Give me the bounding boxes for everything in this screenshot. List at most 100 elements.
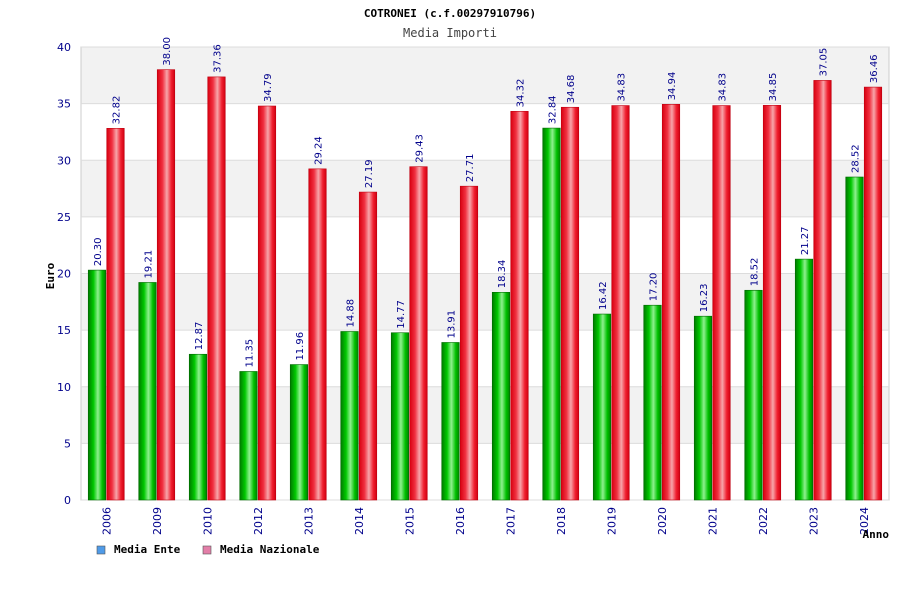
bar-media-ente-2022 [744, 289, 763, 501]
value-label-media-ente-2006: 20.30 [93, 237, 104, 266]
legend-swatch-media-nazionale [202, 545, 212, 555]
value-label-media-nazionale-2024: 36.46 [869, 54, 880, 83]
x-tick-label-2010: 2010 [201, 507, 214, 535]
value-label-media-ente-2020: 17.20 [649, 273, 660, 302]
x-axis-label: Anno [863, 528, 890, 541]
chart-subtitle: Media Importi [403, 26, 497, 40]
value-label-media-ente-2017: 18.34 [497, 260, 508, 289]
bar-media-ente-2020 [643, 304, 662, 501]
value-label-media-ente-2014: 14.88 [346, 299, 357, 328]
bar-media-ente-2012 [239, 371, 258, 501]
value-label-media-ente-2021: 16.23 [699, 284, 710, 313]
value-label-media-ente-2009: 19.21 [144, 250, 155, 279]
value-label-media-nazionale-2012: 34.79 [263, 73, 274, 102]
value-label-media-ente-2024: 28.52 [851, 144, 862, 173]
y-tick-label: 30 [57, 154, 71, 167]
bar-media-nazionale-2006 [106, 128, 125, 501]
y-axis-label: Euro [44, 262, 57, 289]
y-tick-label: 40 [57, 41, 71, 54]
value-label-media-ente-2023: 21.27 [800, 226, 811, 255]
x-axis-ticks: 2006 2009 2010 2012 2013 2014 2015 2016 2017 2018… [100, 507, 871, 535]
bar-media-ente-2009 [138, 282, 157, 501]
x-tick-label-2018: 2018 [555, 507, 568, 535]
value-label-media-nazionale-2016: 27.71 [465, 154, 476, 183]
x-tick-label-2020: 2020 [656, 507, 669, 535]
value-label-media-nazionale-2019: 34.83 [617, 73, 628, 102]
bar-media-ente-2014 [340, 331, 359, 501]
y-tick-label: 25 [57, 211, 71, 224]
value-label-media-ente-2010: 12.87 [194, 322, 205, 351]
bar-media-ente-2006 [87, 269, 107, 501]
x-tick-label-2015: 2015 [403, 507, 416, 535]
bars [87, 69, 883, 501]
x-tick-label-2019: 2019 [605, 507, 618, 535]
y-tick-label: 0 [64, 494, 71, 507]
x-tick-label-2013: 2013 [302, 507, 315, 535]
bar-media-ente-2019 [592, 313, 612, 501]
legend-label-media-ente: Media Ente [114, 543, 181, 556]
y-tick-label: 15 [57, 324, 71, 337]
chart-title: COTRONEI (c.f.00297910796) [364, 7, 536, 20]
bar-media-nazionale-2024 [863, 86, 883, 501]
x-tick-label-2016: 2016 [454, 507, 467, 535]
y-axis-ticks: 0 5 10 15 20 25 30 35 40 [57, 41, 71, 507]
value-label-media-ente-2018: 32.84 [548, 95, 559, 124]
value-label-media-ente-2022: 18.52 [750, 258, 761, 287]
bar-media-nazionale-2009 [156, 69, 176, 501]
x-tick-label-2009: 2009 [151, 507, 164, 535]
y-tick-label: 10 [57, 381, 71, 394]
bar-media-nazionale-2017 [510, 111, 529, 501]
bar-media-nazionale-2012 [257, 105, 277, 501]
value-label-media-nazionale-2021: 34.83 [718, 73, 729, 102]
bar-media-nazionale-2023 [813, 80, 832, 501]
x-tick-label-2014: 2014 [353, 507, 366, 535]
x-tick-label-2012: 2012 [252, 507, 265, 535]
value-label-media-nazionale-2018: 34.68 [566, 75, 577, 104]
value-label-media-nazionale-2006: 32.82 [112, 96, 123, 125]
value-label-media-nazionale-2009: 38.00 [162, 37, 173, 66]
bar-media-nazionale-2019 [611, 105, 630, 501]
x-tick-label-2023: 2023 [807, 507, 820, 535]
bar-media-nazionale-2020 [661, 104, 681, 501]
bar-media-ente-2021 [693, 315, 713, 501]
bar-media-nazionale-2015 [409, 166, 428, 501]
value-label-media-ente-2016: 13.91 [447, 310, 458, 339]
bar-media-ente-2018 [542, 127, 561, 501]
value-label-media-nazionale-2014: 27.19 [364, 159, 375, 188]
value-label-media-ente-2012: 11.35 [245, 339, 256, 368]
value-label-media-nazionale-2017: 34.32 [516, 79, 527, 108]
value-label-media-nazionale-2013: 29.24 [314, 136, 325, 165]
value-label-media-ente-2015: 14.77 [396, 300, 407, 329]
value-label-media-ente-2013: 11.96 [295, 332, 306, 361]
y-tick-label: 5 [64, 437, 71, 450]
x-tick-label-2021: 2021 [706, 507, 719, 535]
value-label-media-nazionale-2020: 34.94 [667, 72, 678, 101]
bar-media-ente-2017 [491, 291, 511, 501]
bar-media-ente-2023 [794, 258, 814, 501]
bar-media-nazionale-2014 [358, 191, 378, 501]
bar-media-ente-2015 [390, 332, 410, 501]
value-label-media-nazionale-2023: 37.05 [819, 48, 830, 77]
bar-media-nazionale-2013 [308, 168, 327, 501]
bar-media-ente-2010 [188, 353, 208, 501]
value-label-media-nazionale-2010: 37.36 [213, 44, 224, 73]
x-tick-label-2022: 2022 [757, 507, 770, 535]
bar-media-nazionale-2016 [459, 185, 479, 501]
legend-label-media-nazionale: Media Nazionale [220, 543, 320, 556]
value-label-media-ente-2019: 16.42 [598, 281, 609, 310]
bar-media-nazionale-2021 [712, 105, 731, 501]
value-labels: 20.30 32.82 19.21 38.00 12.87 37.36 11.35 34.79… [93, 37, 880, 367]
bar-media-nazionale-2022 [762, 105, 782, 501]
x-tick-label-2017: 2017 [504, 507, 517, 535]
bar-media-nazionale-2010 [207, 76, 226, 501]
bar-media-ente-2024 [845, 176, 864, 501]
value-label-media-nazionale-2022: 34.85 [768, 73, 779, 102]
x-tick-label-2006: 2006 [100, 507, 113, 535]
y-tick-label: 20 [57, 268, 71, 281]
legend: Media Ente Media Nazionale [96, 543, 320, 556]
bar-media-ente-2013 [289, 364, 309, 501]
legend-swatch-media-ente [96, 545, 106, 555]
y-tick-label: 35 [57, 98, 71, 111]
